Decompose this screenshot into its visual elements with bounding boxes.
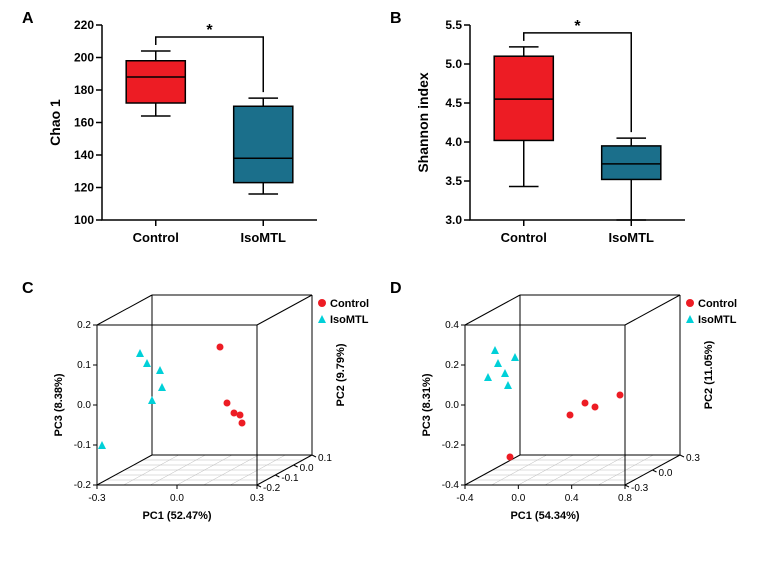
svg-text:200: 200 [74,51,94,65]
svg-text:0.0: 0.0 [77,400,91,411]
svg-text:0.4: 0.4 [565,493,579,504]
panel-c-scatter3d: -0.2-0.10.00.10.2PC3 (8.38%)-0.30.00.3PC… [42,285,382,555]
svg-text:0.0: 0.0 [659,468,673,479]
svg-text:PC3 (8.31%): PC3 (8.31%) [421,373,433,436]
svg-text:140: 140 [74,148,94,162]
svg-text:-0.3: -0.3 [631,483,649,494]
svg-text:3.5: 3.5 [445,174,462,188]
svg-text:0.3: 0.3 [250,493,264,504]
svg-text:0.4: 0.4 [445,320,459,331]
svg-text:PC2 (9.79%): PC2 (9.79%) [335,343,347,406]
panel-label-c: C [22,280,34,298]
svg-text:Chao 1: Chao 1 [47,99,63,146]
svg-text:0.2: 0.2 [77,320,91,331]
panel-d-scatter3d: -0.4 -0.2 0.0 0.2 0.4 PC3 (8.31%) -0.4 0.0 0.4 0.… [410,285,750,555]
svg-text:0.3: 0.3 [686,453,700,464]
svg-text:PC2 (11.05%): PC2 (11.05%) [703,340,715,409]
svg-text:Shannon index: Shannon index [415,72,431,173]
svg-text:0.1: 0.1 [318,453,332,464]
panel-label-a: A [22,10,34,28]
svg-text:Control: Control [330,298,369,310]
svg-text:PC1 (54.34%): PC1 (54.34%) [510,510,579,522]
svg-text:-0.2: -0.2 [263,483,281,494]
svg-text:0.2: 0.2 [445,360,459,371]
svg-text:-0.3: -0.3 [88,493,106,504]
svg-text:0.0: 0.0 [170,493,184,504]
svg-text:-0.1: -0.1 [74,440,92,451]
svg-text:160: 160 [74,116,94,130]
panel-a-boxplot: 100 120 140 160 180 200 220 Chao 1 Control IsoMTL… [42,10,332,255]
svg-text:120: 120 [74,181,94,195]
svg-text:180: 180 [74,83,94,97]
svg-text:-0.4: -0.4 [442,480,460,491]
svg-text:0.8: 0.8 [618,493,632,504]
svg-text:100: 100 [74,213,94,227]
svg-text:*: * [574,18,581,35]
panel-label-b: B [390,10,402,28]
svg-text:IsoMTL: IsoMTL [241,230,287,245]
svg-text:3.0: 3.0 [445,213,462,227]
svg-text:-0.2: -0.2 [442,440,460,451]
svg-text:Control: Control [501,230,547,245]
svg-text:0.0: 0.0 [445,400,459,411]
svg-text:PC1 (52.47%): PC1 (52.47%) [142,510,211,522]
svg-text:-0.1: -0.1 [281,473,299,484]
svg-text:0.0: 0.0 [511,493,525,504]
svg-text:5.5: 5.5 [445,18,462,32]
svg-text:0.0: 0.0 [300,463,314,474]
svg-text:4.0: 4.0 [445,135,462,149]
svg-text:IsoMTL: IsoMTL [609,230,655,245]
svg-text:5.0: 5.0 [445,57,462,71]
svg-text:0.1: 0.1 [77,360,91,371]
svg-text:IsoMTL: IsoMTL [330,314,369,326]
svg-text:-0.2: -0.2 [74,480,92,491]
svg-text:*: * [206,22,213,39]
svg-text:IsoMTL: IsoMTL [698,314,737,326]
panel-label-d: D [390,280,402,298]
svg-text:PC3 (8.38%): PC3 (8.38%) [53,373,65,436]
svg-text:Control: Control [133,230,179,245]
svg-text:4.5: 4.5 [445,96,462,110]
svg-text:Control: Control [698,298,737,310]
svg-text:-0.4: -0.4 [456,493,474,504]
panel-b-boxplot: 3.0 3.5 4.0 4.5 5.0 5.5 Shannon index Control Is… [410,10,700,255]
svg-text:220: 220 [74,18,94,32]
